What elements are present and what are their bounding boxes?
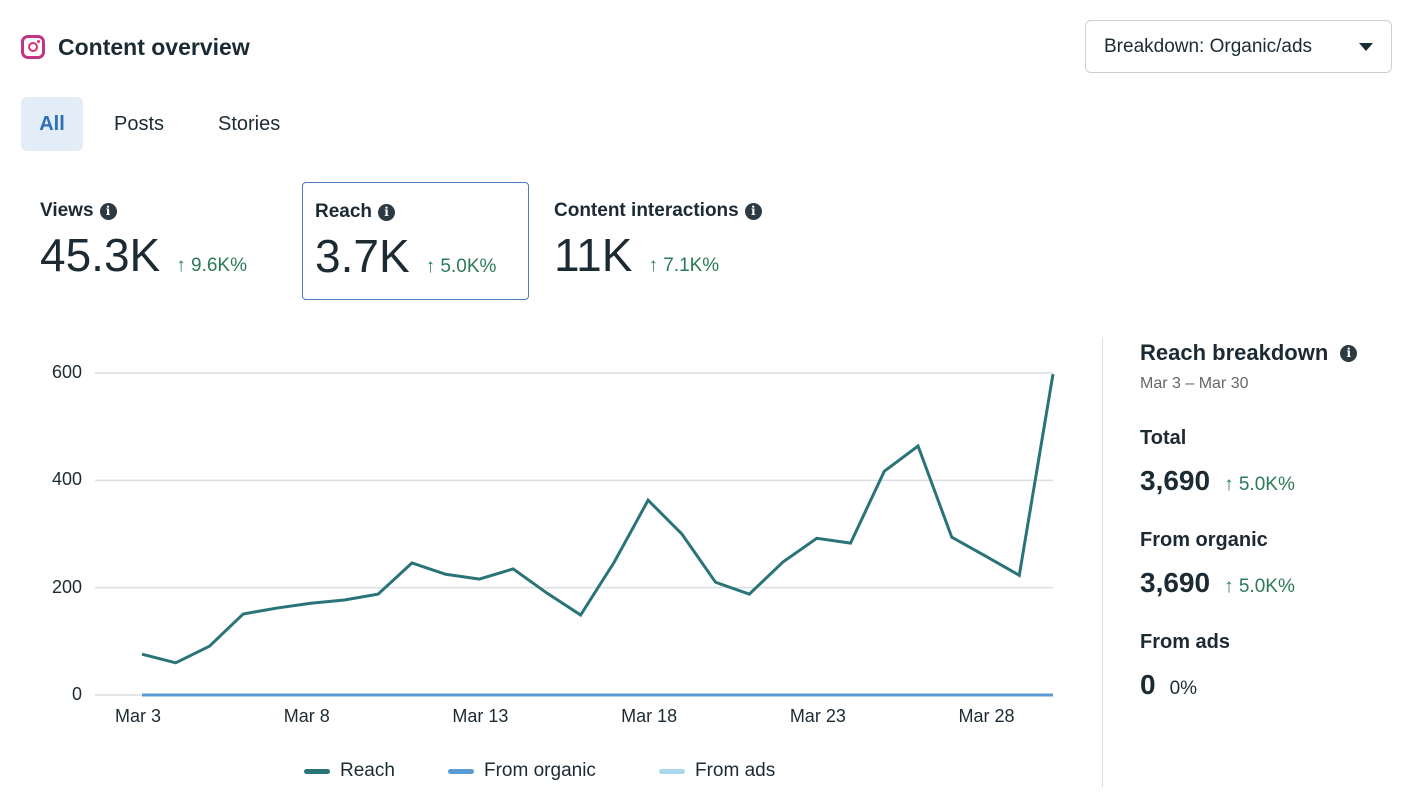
series-line-reach bbox=[141, 373, 1055, 665]
caret-down-icon bbox=[1359, 42, 1373, 51]
divider bbox=[1102, 337, 1103, 787]
total-value: 3,690 ↑ 5.0K% bbox=[1140, 465, 1295, 496]
metric-label: Views bbox=[40, 200, 94, 221]
breakdown-dropdown[interactable]: Breakdown: Organic/ads bbox=[1085, 20, 1392, 73]
y-tick-label: 0 bbox=[71, 684, 82, 704]
total-label: Total bbox=[1140, 427, 1187, 449]
metric-value: 45.3K bbox=[40, 229, 161, 281]
legend-swatch bbox=[448, 768, 474, 774]
organic-value: 3,690 ↑ 5.0K% bbox=[1140, 567, 1295, 598]
metric-value: 11K bbox=[554, 229, 633, 281]
metric-delta: ↑ 5.0K% bbox=[425, 256, 497, 277]
metric-label: Content interactions bbox=[554, 200, 739, 221]
breakdown-title: Reach breakdown bbox=[1140, 340, 1329, 365]
legend-from-organic[interactable]: From organic bbox=[448, 760, 596, 782]
organic-label: From organic bbox=[1140, 529, 1268, 551]
info-icon[interactable]: i bbox=[378, 203, 396, 221]
breakdown-date-range: Mar 3 – Mar 30 bbox=[1140, 375, 1249, 392]
y-tick-label: 600 bbox=[51, 362, 82, 382]
instagram-icon bbox=[21, 35, 45, 59]
metric-delta: ↑ 9.6K% bbox=[176, 255, 247, 276]
legend-label: From organic bbox=[484, 760, 596, 781]
tab-all[interactable]: All bbox=[21, 97, 83, 151]
x-tick-label: Mar 3 bbox=[115, 706, 162, 726]
y-tick-label: 200 bbox=[51, 576, 82, 597]
legend-from-ads[interactable]: From ads bbox=[659, 760, 775, 782]
breakdown-label: Breakdown: Organic/ads bbox=[1104, 35, 1313, 57]
metric-reach[interactable]: Reach i 3.7K ↑ 5.0K% bbox=[302, 182, 529, 300]
page-title: Content overview bbox=[58, 34, 250, 60]
legend-label: From ads bbox=[695, 760, 776, 781]
ads-value: 0 0% bbox=[1140, 669, 1198, 700]
tab-posts[interactable]: Posts bbox=[114, 112, 165, 135]
metric-delta: ↑ 7.1K% bbox=[648, 255, 720, 276]
x-tick-label: Mar 28 bbox=[958, 706, 1015, 726]
info-icon[interactable]: i bbox=[744, 202, 762, 220]
info-icon[interactable]: i bbox=[1340, 344, 1358, 362]
metric-views[interactable]: Views i 45.3K ↑ 9.6K% bbox=[28, 182, 298, 300]
x-tick-label: Mar 13 bbox=[452, 706, 509, 726]
reach-line-chart bbox=[95, 372, 1055, 697]
info-icon[interactable]: i bbox=[99, 202, 117, 220]
x-tick-label: Mar 23 bbox=[789, 706, 846, 726]
tab-stories[interactable]: Stories bbox=[218, 112, 281, 135]
legend-label: Reach bbox=[340, 760, 395, 781]
metric-value: 3.7K bbox=[315, 230, 410, 282]
legend-swatch bbox=[304, 768, 330, 774]
metric-content-interactions[interactable]: Content interactions i 11K ↑ 7.1K% bbox=[542, 182, 842, 300]
x-tick-label: Mar 8 bbox=[283, 706, 330, 726]
legend-swatch bbox=[659, 768, 685, 774]
legend-reach[interactable]: Reach bbox=[304, 760, 395, 782]
ads-label: From ads bbox=[1140, 631, 1231, 653]
y-tick-label: 400 bbox=[51, 469, 82, 490]
metric-label: Reach bbox=[315, 201, 373, 222]
x-tick-label: Mar 18 bbox=[621, 706, 678, 726]
